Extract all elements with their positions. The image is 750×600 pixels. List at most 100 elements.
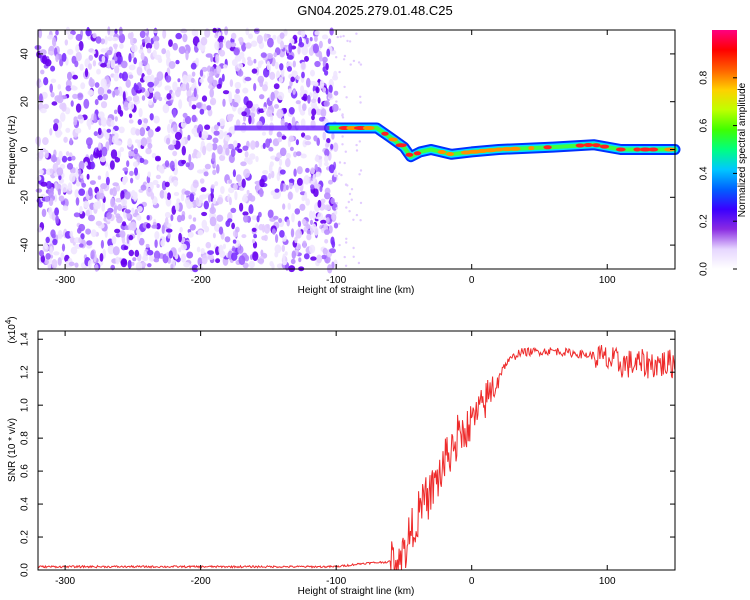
noise-blob bbox=[119, 110, 124, 117]
colorbar-tick-label: 0.0 bbox=[699, 262, 710, 276]
noise-blob bbox=[241, 111, 247, 117]
noise-blob bbox=[288, 42, 293, 53]
noise-blob bbox=[100, 63, 107, 68]
noise-blob bbox=[321, 254, 327, 260]
noise-blob bbox=[120, 258, 128, 268]
noise-speck bbox=[358, 173, 361, 176]
noise-blob bbox=[97, 95, 103, 101]
noise-blob bbox=[129, 170, 134, 177]
noise-blob bbox=[159, 189, 165, 199]
noise-blob bbox=[232, 239, 237, 244]
noise-blob bbox=[280, 40, 285, 50]
noise-speck bbox=[343, 161, 346, 165]
noise-blob bbox=[79, 205, 83, 215]
noise-speck bbox=[358, 140, 361, 143]
noise-blob bbox=[67, 71, 72, 81]
noise-blob bbox=[148, 99, 153, 106]
noise-blob bbox=[71, 155, 76, 161]
noise-blob bbox=[46, 180, 52, 190]
noise-blob bbox=[116, 51, 122, 58]
noise-blob bbox=[67, 48, 74, 56]
noise-blob bbox=[247, 59, 254, 66]
noise-blob bbox=[187, 134, 191, 141]
noise-blob bbox=[143, 118, 149, 124]
snr-background bbox=[38, 331, 675, 570]
noise-blob bbox=[118, 33, 126, 44]
noise-blob bbox=[147, 129, 154, 138]
noise-speck bbox=[341, 113, 344, 116]
noise-blob bbox=[323, 161, 329, 167]
noise-blob bbox=[206, 142, 213, 152]
noise-speck bbox=[348, 210, 351, 213]
noise-blob bbox=[88, 63, 92, 70]
noise-blob bbox=[217, 197, 224, 205]
noise-blob bbox=[199, 108, 205, 115]
noise-speck bbox=[350, 198, 353, 201]
noise-blob bbox=[132, 161, 139, 168]
noise-blob bbox=[212, 137, 219, 144]
noise-blob bbox=[131, 207, 135, 215]
noise-blob bbox=[288, 107, 295, 115]
noise-speck bbox=[338, 222, 341, 225]
noise-blob bbox=[153, 115, 160, 124]
noise-blob bbox=[164, 181, 170, 188]
noise-blob bbox=[318, 40, 323, 49]
noise-blob bbox=[65, 26, 71, 35]
noise-blob bbox=[333, 70, 338, 79]
noise-blob bbox=[119, 230, 126, 238]
noise-speck bbox=[357, 261, 361, 265]
noise-blob bbox=[185, 82, 190, 91]
noise-blob bbox=[330, 236, 335, 246]
noise-blob bbox=[320, 219, 327, 224]
noise-blob bbox=[278, 158, 283, 166]
noise-blob bbox=[216, 214, 224, 222]
noise-blob bbox=[280, 118, 285, 127]
noise-blob bbox=[260, 52, 267, 58]
noise-blob bbox=[100, 78, 107, 88]
noise-blob bbox=[262, 84, 268, 92]
noise-blob bbox=[112, 90, 116, 98]
noise-blob bbox=[111, 129, 116, 135]
noise-speck bbox=[345, 237, 348, 240]
noise-blob bbox=[86, 173, 90, 180]
noise-blob bbox=[63, 136, 68, 143]
noise-blob bbox=[53, 118, 60, 124]
noise-blob bbox=[69, 230, 74, 238]
noise-blob bbox=[100, 101, 108, 109]
noise-blob bbox=[50, 155, 58, 163]
noise-blob bbox=[106, 128, 112, 133]
noise-blob bbox=[146, 47, 152, 54]
noise-blob bbox=[332, 103, 339, 112]
noise-blob bbox=[181, 253, 186, 263]
noise-blob bbox=[333, 90, 339, 96]
noise-blob bbox=[225, 147, 230, 156]
noise-blob bbox=[101, 146, 108, 157]
noise-speck bbox=[352, 59, 356, 63]
noise-blob bbox=[183, 44, 191, 55]
noise-blob bbox=[207, 75, 214, 84]
noise-blob bbox=[122, 167, 129, 172]
noise-blob bbox=[291, 116, 296, 127]
noise-blob bbox=[302, 103, 307, 111]
noise-blob bbox=[293, 168, 297, 177]
noise-blob bbox=[112, 43, 118, 48]
noise-blob bbox=[203, 171, 209, 177]
snr-y-tick-label: 0.6 bbox=[20, 464, 31, 478]
noise-blob bbox=[90, 161, 95, 170]
noise-blob bbox=[295, 100, 301, 105]
noise-blob bbox=[219, 49, 226, 57]
noise-blob bbox=[38, 93, 43, 103]
noise-blob bbox=[276, 131, 282, 138]
noise-blob bbox=[44, 59, 52, 67]
noise-blob bbox=[196, 169, 204, 174]
noise-blob bbox=[315, 86, 320, 94]
noise-blob bbox=[319, 185, 323, 193]
noise-blob bbox=[36, 175, 42, 181]
noise-blob bbox=[265, 138, 271, 148]
noise-blob bbox=[243, 168, 251, 178]
track-hotspot bbox=[413, 151, 422, 156]
track-hotspot bbox=[381, 131, 389, 136]
noise-blob bbox=[310, 167, 315, 175]
noise-speck bbox=[359, 63, 363, 66]
noise-blob bbox=[74, 60, 79, 68]
